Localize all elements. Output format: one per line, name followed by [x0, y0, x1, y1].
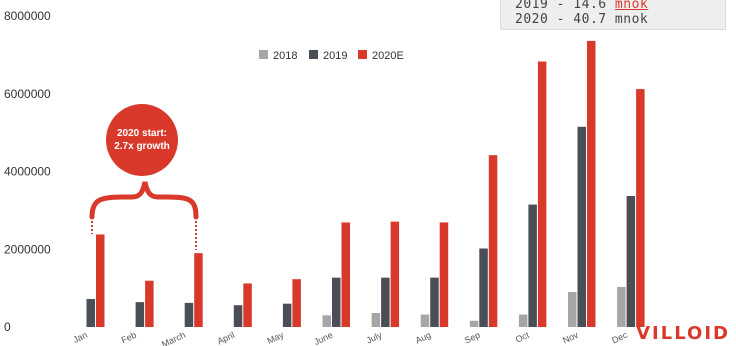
- bar-2018-nov: [568, 292, 577, 327]
- x-tick-label: July: [365, 330, 384, 346]
- bar-2018-june: [322, 315, 331, 327]
- annotation-line-2: 2.7x growth: [114, 141, 170, 152]
- annotation-brace: [89, 181, 199, 220]
- bar-2018-oct: [518, 314, 528, 327]
- legend-swatch-2020E: [358, 50, 367, 59]
- bar-2020E-nov: [587, 40, 596, 327]
- bar-2020E-feb: [145, 280, 154, 327]
- bar-2019-july: [381, 277, 390, 327]
- y-tick-label: 6000000: [4, 87, 51, 101]
- bar-2019-sep: [479, 248, 488, 327]
- legend-swatch-2018: [259, 50, 268, 59]
- legend-swatch-2019: [309, 50, 318, 59]
- bar-2020E-april: [243, 283, 252, 327]
- bar-2019-may: [282, 303, 292, 327]
- bar-2020E-oct: [537, 61, 547, 327]
- bar-2020E-aug: [439, 222, 449, 327]
- bar-2019-april: [233, 305, 243, 327]
- totals-note: 2019 - 14.6 mnok 2020 - 40.7 mnok: [500, 0, 726, 30]
- y-axis-ticks: 0 2000000 4000000 6000000 8000000: [4, 9, 51, 334]
- legend-label-2019: 2019: [323, 50, 347, 62]
- x-tick-label: Sep: [463, 330, 482, 346]
- bar-2020E-july: [390, 221, 400, 327]
- legend-label-2018: 2018: [273, 50, 297, 62]
- x-tick-label: Nov: [561, 330, 580, 346]
- bar-2019-oct: [528, 204, 537, 327]
- bar-2020E-dec: [636, 89, 645, 328]
- bar-2019-march: [184, 302, 194, 327]
- bar-2019-june: [332, 277, 341, 327]
- bar-2018-july: [371, 313, 381, 327]
- x-tick-label: March: [160, 330, 187, 346]
- x-tick-label: June: [312, 330, 334, 346]
- x-tick-label: Jan: [71, 330, 88, 345]
- bar-2020E-march: [194, 253, 203, 327]
- x-tick-label: Feb: [120, 330, 138, 346]
- legend: 2018 2019 2020E: [259, 50, 404, 62]
- bar-2020E-may: [292, 279, 301, 327]
- y-tick-label: 4000000: [4, 165, 51, 179]
- x-tick-label: April: [216, 330, 237, 346]
- bar-2020E-sep: [488, 155, 498, 327]
- totals-note-line-2: 2020 - 40.7 mnok: [515, 12, 649, 27]
- bar-2019-dec: [626, 195, 636, 327]
- bar-2018-aug: [420, 314, 430, 327]
- bar-2020E-june: [341, 222, 350, 327]
- bars: [86, 40, 645, 328]
- brand-logo: VILLOID: [636, 323, 730, 344]
- bar-2019-nov: [577, 126, 586, 327]
- totals-note-line-1: 2019 - 14.6 mnok: [515, 0, 649, 12]
- y-tick-label: 8000000: [4, 9, 51, 23]
- x-tick-label: Dec: [610, 330, 629, 346]
- bar-2019-aug: [430, 277, 439, 327]
- annotation-circle: [106, 104, 178, 176]
- legend-label-2020E: 2020E: [372, 50, 404, 62]
- bar-2018-dec: [617, 286, 626, 327]
- annotation-line-1: 2020 start:: [117, 128, 167, 139]
- x-tick-label: Oct: [514, 330, 531, 345]
- x-axis-labels: Jan Feb March April May June July Aug Sep Oct Nov D…: [71, 330, 629, 346]
- growth-annotation: 2020 start: 2.7x growth: [89, 104, 199, 250]
- x-tick-label: May: [266, 330, 286, 346]
- y-tick-label: 0: [4, 320, 11, 334]
- bar-2018-sep: [469, 320, 479, 327]
- bar-2019-jan: [86, 299, 95, 327]
- x-tick-label: Aug: [414, 330, 433, 346]
- y-tick-label: 2000000: [4, 242, 51, 256]
- bar-2020E-jan: [96, 234, 105, 327]
- bar-2019-feb: [135, 302, 145, 327]
